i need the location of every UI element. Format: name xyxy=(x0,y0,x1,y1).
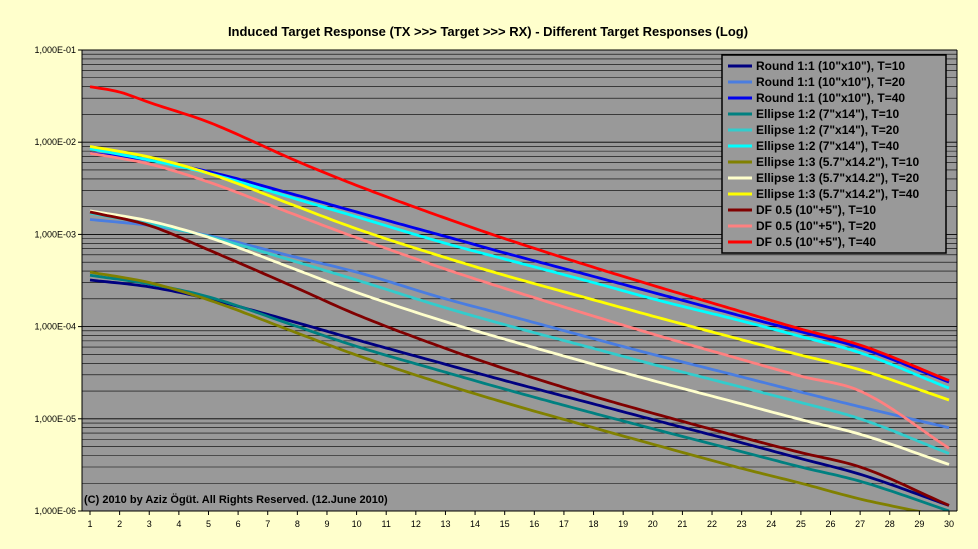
x-tick-label: 23 xyxy=(737,519,747,529)
x-tick-label: 10 xyxy=(352,519,362,529)
copyright-annotation: (C) 2010 by Aziz Ögüt. All Rights Reserv… xyxy=(84,493,388,506)
x-tick-label: 24 xyxy=(766,519,776,529)
x-tick-label: 19 xyxy=(618,519,628,529)
x-tick-label: 3 xyxy=(147,519,152,529)
x-tick-label: 14 xyxy=(470,519,480,529)
legend-entry: Ellipse 1:2 (7"x14"), T=20 xyxy=(756,123,899,137)
axes: 1,000E-01 1,000E-02 1,000E-03 1,000E-04 1,00… xyxy=(34,45,958,529)
x-tick-label: 6 xyxy=(236,519,241,529)
y-tick-label: 1,000E-06 xyxy=(34,506,76,516)
series-line-3 xyxy=(89,151,950,384)
legend-entry: Ellipse 1:2 (7"x14"), T=10 xyxy=(756,107,899,121)
chart-title: Induced Target Response (TX >>> Target >… xyxy=(228,24,748,39)
series-line-5 xyxy=(89,211,950,455)
series-line-7 xyxy=(89,270,924,511)
x-tick-label: 7 xyxy=(265,519,270,529)
x-tick-label: 30 xyxy=(944,519,954,529)
legend-entry: Ellipse 1:3 (5.7"x14.2"), T=40 xyxy=(756,187,919,201)
series-line-12 xyxy=(89,85,950,382)
x-tick-label: 5 xyxy=(206,519,211,529)
legend: Round 1:1 (10"x10"), T=10 Round 1:1 (10"x… xyxy=(721,54,947,254)
series-line-8 xyxy=(89,209,950,466)
x-tick-label: 21 xyxy=(677,519,687,529)
x-tick-label: 28 xyxy=(885,519,895,529)
x-tick-label: 13 xyxy=(440,519,450,529)
series-line-4 xyxy=(89,273,950,511)
legend-entry: Ellipse 1:2 (7"x14"), T=40 xyxy=(756,139,899,153)
x-tick-label: 15 xyxy=(500,519,510,529)
legend-entry: Round 1:1 (10"x10"), T=40 xyxy=(756,91,905,105)
series-line-10 xyxy=(89,210,950,507)
y-tick-label: 1,000E-05 xyxy=(34,414,76,424)
series-lines xyxy=(89,85,950,511)
series-line-2 xyxy=(89,218,950,430)
legend-entry: DF 0.5 (10"+5"), T=20 xyxy=(756,219,876,233)
x-tick-label: 29 xyxy=(914,519,924,529)
x-tick-label: 26 xyxy=(826,519,836,529)
x-tick-label: 2 xyxy=(117,519,122,529)
y-tick-label: 1,000E-03 xyxy=(34,229,76,239)
legend-entry: Round 1:1 (10"x10"), T=10 xyxy=(756,59,905,73)
legend-entry: Round 1:1 (10"x10"), T=20 xyxy=(756,75,905,89)
series-line-9 xyxy=(89,145,950,402)
x-tick-label: 4 xyxy=(176,519,181,529)
series-line-6 xyxy=(89,147,950,390)
x-tick-label: 22 xyxy=(707,519,717,529)
x-tick-label: 8 xyxy=(295,519,300,529)
x-tick-label: 9 xyxy=(324,519,329,529)
x-tick-label: 1 xyxy=(87,519,92,529)
legend-box xyxy=(721,54,947,254)
series-line-11 xyxy=(89,151,950,450)
legend-entry: DF 0.5 (10"+5"), T=10 xyxy=(756,203,876,217)
x-tick-label: 27 xyxy=(855,519,865,529)
x-tick-label: 12 xyxy=(411,519,421,529)
x-tick-label: 16 xyxy=(529,519,539,529)
y-tick-label: 1,000E-04 xyxy=(34,322,76,332)
x-tick-label: 25 xyxy=(796,519,806,529)
x-tick-label: 18 xyxy=(589,519,599,529)
x-tick-label: 17 xyxy=(559,519,569,529)
legend-entry: DF 0.5 (10"+5"), T=40 xyxy=(756,235,876,249)
x-tick-label: 11 xyxy=(382,519,391,529)
legend-entry: Ellipse 1:3 (5.7"x14.2"), T=20 xyxy=(756,171,919,185)
y-tick-label: 1,000E-02 xyxy=(34,137,76,147)
x-tick-label: 20 xyxy=(648,519,658,529)
legend-entry: Ellipse 1:3 (5.7"x14.2"), T=10 xyxy=(756,155,919,169)
y-tick-label: 1,000E-01 xyxy=(34,45,76,55)
